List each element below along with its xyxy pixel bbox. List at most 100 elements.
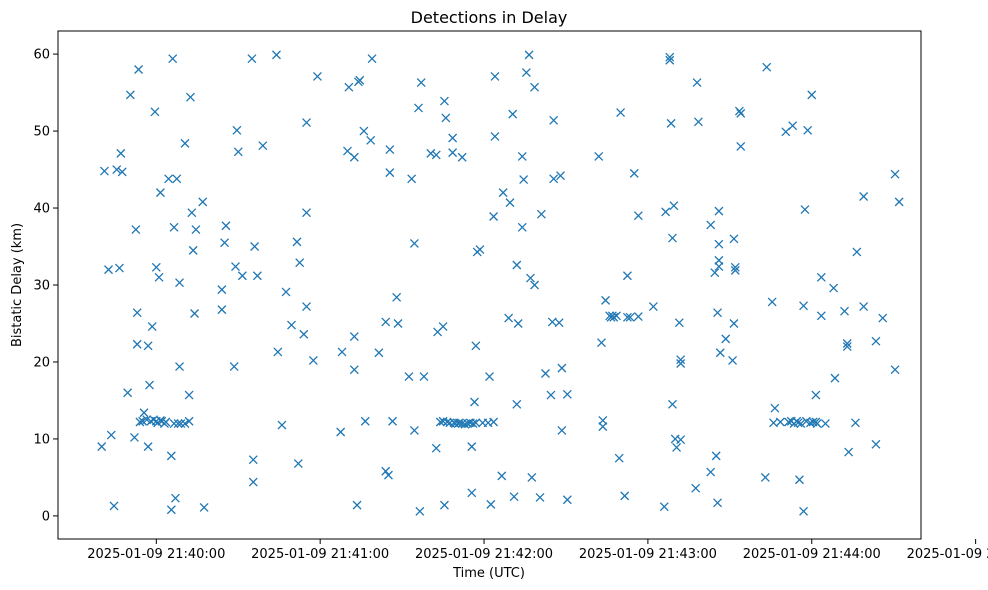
data-point — [292, 237, 302, 247]
data-point — [793, 418, 803, 428]
data-point — [490, 131, 500, 141]
data-point — [486, 499, 496, 509]
data-point — [669, 201, 679, 211]
data-point — [521, 68, 531, 78]
y-tick-label: 0 — [42, 509, 50, 524]
data-point — [187, 208, 197, 218]
x-tick-label: 2025-01-09 21:45:00 — [907, 547, 988, 562]
data-point — [620, 491, 630, 501]
data-point — [730, 262, 740, 272]
data-point — [237, 271, 247, 281]
data-point — [349, 332, 359, 342]
data-point — [109, 501, 119, 511]
data-point — [287, 320, 296, 330]
data-point — [691, 483, 701, 493]
data-point — [509, 492, 519, 502]
data-point — [112, 165, 122, 175]
data-point — [508, 109, 518, 119]
data-point — [438, 322, 448, 332]
data-point — [676, 435, 686, 445]
data-point — [392, 292, 402, 302]
data-point — [277, 420, 287, 430]
data-point — [674, 318, 684, 328]
x-tick-label: 2025-01-09 21:43:00 — [579, 547, 717, 562]
data-point — [191, 225, 201, 235]
data-point — [247, 54, 257, 64]
data-point — [344, 82, 354, 92]
data-point — [457, 152, 467, 162]
data-point — [692, 78, 702, 88]
data-point — [169, 419, 179, 429]
data-point — [131, 225, 141, 235]
data-point — [562, 389, 572, 399]
data-point — [272, 50, 281, 60]
data-point — [302, 302, 311, 312]
data-point — [840, 306, 849, 316]
data-point — [190, 309, 200, 318]
y-tick-label: 30 — [33, 279, 50, 294]
data-point — [336, 427, 346, 437]
data-point — [710, 268, 720, 278]
data-point — [829, 283, 839, 293]
data-point — [729, 234, 739, 244]
data-point — [460, 419, 470, 429]
data-point — [859, 192, 869, 201]
data-point — [549, 174, 559, 184]
data-point — [248, 455, 258, 465]
data-point — [130, 432, 139, 442]
data-point — [549, 115, 559, 125]
data-point — [308, 355, 318, 365]
data-point — [736, 108, 746, 118]
data-point — [668, 233, 677, 243]
data-point — [471, 341, 481, 351]
data-point — [252, 271, 262, 281]
data-point — [796, 419, 806, 429]
data-point — [439, 500, 449, 510]
data-point — [366, 135, 376, 145]
data-point — [359, 126, 369, 136]
chart-title: Detections in Delay — [411, 8, 568, 27]
data-point — [388, 416, 398, 426]
data-point — [770, 403, 780, 413]
data-point — [711, 451, 721, 461]
data-point — [706, 467, 716, 477]
data-point — [554, 318, 564, 328]
data-point — [349, 365, 359, 375]
data-point — [524, 50, 534, 60]
data-point — [629, 168, 639, 178]
data-point — [173, 419, 183, 429]
data-point — [233, 147, 243, 157]
data-point — [648, 302, 658, 312]
data-point — [139, 408, 149, 418]
data-point — [622, 312, 632, 322]
data-point — [180, 419, 190, 429]
y-axis-label: Bistatic Delay (km) — [10, 223, 25, 347]
data-point — [519, 175, 529, 185]
data-point — [633, 211, 643, 221]
data-point — [116, 148, 126, 158]
data-point — [409, 426, 419, 435]
data-point — [512, 399, 522, 409]
data-point — [132, 339, 142, 349]
data-point — [760, 472, 770, 482]
data-point — [151, 262, 161, 272]
data-point — [385, 168, 395, 178]
data-point — [104, 265, 113, 275]
data-point — [232, 125, 242, 135]
data-point — [150, 107, 160, 117]
data-point — [407, 174, 417, 184]
data-point — [273, 347, 283, 357]
data-point — [597, 338, 606, 348]
data-point — [198, 197, 208, 207]
data-point — [250, 242, 260, 251]
data-point — [374, 348, 384, 358]
data-point — [221, 221, 231, 231]
data-point — [485, 372, 494, 382]
data-point — [441, 113, 451, 123]
data-point — [134, 65, 144, 74]
y-tick-label: 60 — [33, 48, 50, 63]
data-point — [713, 498, 722, 508]
data-point — [184, 416, 194, 426]
y-tick-label: 40 — [33, 202, 50, 217]
